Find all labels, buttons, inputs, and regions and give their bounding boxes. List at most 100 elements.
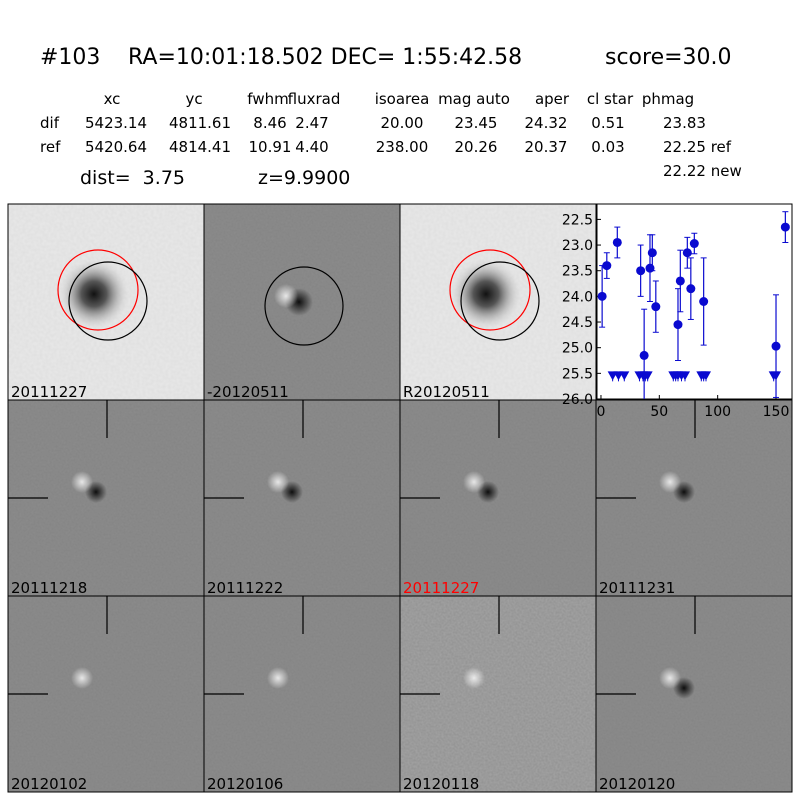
image-panel: 20120118 [399, 595, 597, 793]
residual-light [71, 667, 93, 689]
image-panel: 20120102 [7, 595, 205, 793]
panel-label: 20111231 [599, 579, 675, 597]
column-header: aper [535, 90, 570, 108]
panel-label: 20120120 [599, 775, 675, 793]
residual-light [71, 471, 93, 493]
row-label: dif [40, 114, 60, 132]
detection [771, 341, 781, 351]
detection [675, 276, 685, 286]
row-label: ref [40, 138, 61, 156]
detection [612, 237, 622, 247]
y-tick-label: 26.0 [562, 392, 593, 408]
aperture-red [449, 249, 531, 331]
image-panel: 20120106 [203, 595, 401, 793]
cell: 5420.64 [85, 138, 147, 156]
image-grid: 20111227 -20120511 R20120511 20111218 201112… [7, 203, 793, 793]
column-header: fwhm [247, 90, 288, 108]
new-mag: 22.22 new [663, 162, 742, 180]
image-panel: 20111227 [399, 399, 597, 597]
image-panel: 20111218 [7, 399, 205, 597]
image-panel: R20120511 [399, 203, 597, 401]
y-tick-label: 23.0 [562, 238, 593, 254]
residual-light [274, 284, 298, 308]
y-tick-label: 24.5 [562, 315, 593, 331]
detection [780, 222, 790, 232]
panel-label: 20120102 [11, 775, 87, 793]
detection [651, 302, 661, 312]
score: score=30.0 [605, 45, 732, 70]
upper-limit [700, 371, 711, 381]
column-header: xc [104, 90, 121, 108]
cell: 24.32 [525, 114, 568, 132]
y-tick-label: 22.5 [562, 212, 593, 228]
x-tick-label: 100 [704, 404, 731, 420]
source [58, 258, 130, 330]
upper-limit [619, 371, 630, 381]
cell: 5423.14 [85, 114, 147, 132]
residual-light [659, 667, 681, 689]
aperture-red [57, 249, 139, 331]
source [450, 258, 522, 330]
y-tick-label: 25.5 [562, 366, 593, 382]
column-header: phmag [642, 90, 694, 108]
points [597, 211, 790, 399]
upper-limit [642, 371, 653, 381]
distance: dist= 3.75 [80, 167, 185, 189]
aperture-black [460, 261, 540, 341]
cell: 0.03 [591, 138, 624, 156]
x-tick-label: 0 [597, 404, 606, 420]
detection [689, 239, 699, 249]
panel-label: R20120511 [403, 383, 490, 401]
detection [602, 261, 612, 271]
panel-label: 20111227 [403, 579, 479, 597]
upper-limit [771, 371, 782, 381]
panel-label: -20120511 [207, 383, 289, 401]
image-panel: -20120511 [203, 203, 401, 401]
detection [636, 266, 646, 276]
residual-light [463, 471, 485, 493]
residual-light [267, 667, 289, 689]
residual-light [463, 667, 485, 689]
residual-light [267, 471, 289, 493]
panel-label: 20111222 [207, 579, 283, 597]
x-tick-label: 150 [763, 404, 790, 420]
column-header: cl star [587, 90, 634, 108]
y-tick-label: 23.5 [562, 264, 593, 280]
x-tick-label: 50 [650, 404, 668, 420]
cell: 10.91 [249, 138, 292, 156]
panel-label: 20111218 [11, 579, 87, 597]
column-header: fluxrad [288, 90, 341, 108]
image-panel: 20111222 [203, 399, 401, 597]
detection [639, 350, 649, 360]
cell: 23.45 [455, 114, 498, 132]
candidate-id: #103 [40, 45, 100, 70]
cell: 23.83 [663, 114, 706, 132]
column-header: yc [185, 90, 202, 108]
panel-label: 20120106 [207, 775, 283, 793]
y-tick-label: 25.0 [562, 341, 593, 357]
residual-light [659, 471, 681, 493]
aperture-black [68, 261, 148, 341]
detection [699, 297, 709, 306]
cell: 20.00 [381, 114, 424, 132]
detection [686, 284, 696, 294]
cell: 4814.41 [169, 138, 231, 156]
detection [647, 248, 657, 258]
cell: 20.26 [455, 138, 498, 156]
detection [673, 320, 683, 330]
y-tick-label: 24.0 [562, 289, 593, 305]
panel-label: 20120118 [403, 775, 479, 793]
cell: 0.51 [591, 114, 624, 132]
upper-limit [679, 371, 690, 381]
detection [645, 263, 655, 273]
coordinates: RA=10:01:18.502 DEC= 1:55:42.58 [128, 45, 522, 70]
image-panel: 20111231 [595, 399, 793, 597]
image-panel: 20120120 [595, 595, 793, 793]
image-panel: 20111227 [7, 203, 205, 401]
column-header: isoarea [375, 90, 430, 108]
panel-label: 20111227 [11, 383, 87, 401]
cell: 4811.61 [169, 114, 231, 132]
panel-border [595, 595, 793, 793]
redshift: z=9.9900 [258, 167, 350, 189]
